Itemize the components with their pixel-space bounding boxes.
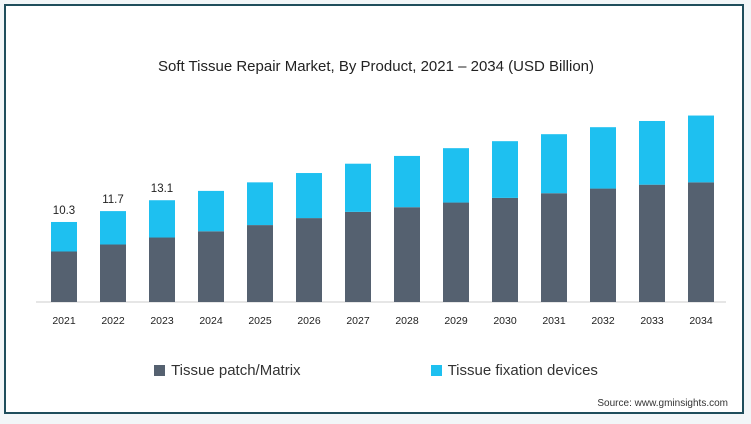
chart-title: Soft Tissue Repair Market, By Product, 2… [157, 58, 595, 75]
bar-tissue-fixation-2025 [247, 182, 273, 226]
legend-label-tissue-patch: Tissue patch/Matrix [171, 362, 301, 379]
bar-tissue-fixation-2030 [492, 141, 518, 198]
bar-tissue-patch-2034 [688, 182, 714, 302]
bar-tissue-fixation-2032 [590, 127, 616, 189]
bar-tissue-patch-2029 [443, 202, 469, 302]
bar-tissue-patch-2026 [296, 218, 322, 302]
x-tick-label-2029: 2029 [444, 315, 468, 327]
x-tick-label-2021: 2021 [52, 315, 76, 327]
x-tick-label-2034: 2034 [689, 315, 713, 327]
bar-tissue-patch-2024 [198, 231, 224, 302]
bar-tissue-patch-2030 [492, 197, 518, 302]
x-tick-label-2023: 2023 [150, 315, 174, 327]
bar-tissue-fixation-2028 [394, 155, 420, 208]
chart-frame: Soft Tissue Repair Market, By Product, 2… [4, 4, 744, 414]
bar-tissue-patch-2031 [541, 193, 567, 302]
x-tick-label-2031: 2031 [542, 315, 566, 327]
data-label-2021: 10.3 [53, 205, 75, 217]
bar-tissue-patch-2028 [394, 207, 420, 302]
x-tick-label-2032: 2032 [591, 315, 615, 327]
legend-item-tissue-patch: Tissue patch/Matrix [154, 362, 301, 379]
bar-tissue-fixation-2021 [51, 221, 77, 252]
bar-tissue-fixation-2029 [443, 148, 469, 203]
bar-tissue-fixation-2031 [541, 134, 567, 194]
x-tick-label-2022: 2022 [101, 315, 125, 327]
bar-chart: 2021 10.3 2022 11.7 2023 13.1 2024 2025 2026 2027… [36, 115, 726, 327]
legend-item-tissue-fixation: Tissue fixation devices [430, 362, 598, 379]
x-tick-label-2033: 2033 [640, 315, 664, 327]
x-tick-label-2027: 2027 [346, 315, 370, 327]
bar-tissue-fixation-2027 [345, 163, 371, 212]
legend-swatch-tissue-patch [154, 365, 166, 376]
bar-tissue-patch-2032 [590, 188, 616, 302]
data-label-2023: 13.1 [151, 183, 173, 195]
source-note: Source: www.gminsights.com [597, 398, 728, 409]
bar-tissue-patch-2022 [100, 244, 126, 302]
x-tick-label-2025: 2025 [248, 315, 272, 327]
legend-label-tissue-fixation: Tissue fixation devices [447, 362, 598, 379]
bar-tissue-patch-2025 [247, 225, 273, 302]
bar-tissue-fixation-2022 [100, 211, 126, 245]
bar-tissue-fixation-2033 [639, 120, 665, 185]
x-tick-label-2028: 2028 [395, 315, 419, 327]
bar-tissue-fixation-2034 [688, 115, 714, 183]
x-tick-label-2024: 2024 [199, 315, 223, 327]
bar-tissue-patch-2033 [639, 184, 665, 302]
legend-swatch-tissue-fixation [430, 365, 442, 376]
chart-legend: Tissue patch/Matrix Tissue fixation devi… [6, 362, 746, 379]
data-label-2022: 11.7 [102, 194, 124, 206]
x-tick-label-2030: 2030 [493, 315, 517, 327]
x-tick-label-2026: 2026 [297, 315, 321, 327]
bar-tissue-fixation-2026 [296, 173, 322, 219]
bar-tissue-patch-2021 [51, 251, 77, 302]
bar-tissue-patch-2023 [149, 237, 175, 302]
bar-tissue-fixation-2024 [198, 190, 224, 232]
bar-tissue-fixation-2023 [149, 200, 175, 238]
bar-tissue-patch-2027 [345, 211, 371, 302]
